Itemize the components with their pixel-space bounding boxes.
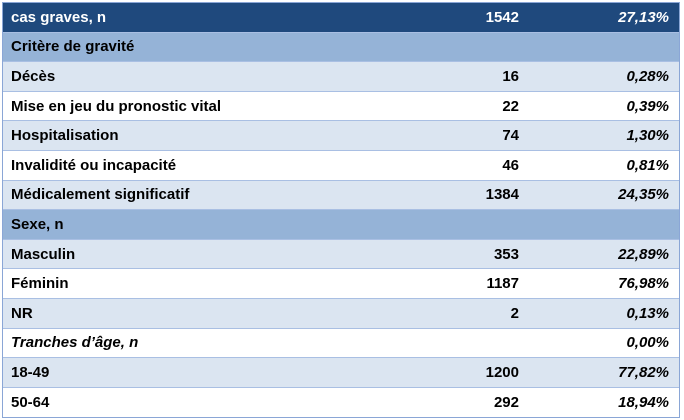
- row-percent: 24,35%: [618, 186, 669, 204]
- row-percent: 22,89%: [618, 245, 669, 263]
- row-percent: 0,28%: [626, 67, 669, 85]
- row-label: Décès: [11, 67, 56, 85]
- row-percent: 77,82%: [618, 363, 669, 381]
- row-count: 22: [502, 97, 519, 115]
- table-row: 50-64 292 18,94%: [3, 387, 679, 418]
- row-count: 1542: [485, 8, 519, 26]
- table-row: Médicalement significatif 1384 24,35%: [3, 180, 679, 211]
- table-row: NR 2 0,13%: [3, 298, 679, 329]
- row-label: Tranches d’âge, n: [11, 334, 139, 352]
- row-percent: 0,39%: [626, 97, 669, 115]
- row-percent: 18,94%: [618, 394, 669, 412]
- row-count: 2: [510, 304, 519, 322]
- table-row: Hospitalisation 74 1,30%: [3, 121, 679, 151]
- section-label: Critère de gravité: [11, 38, 135, 56]
- row-count: 1384: [485, 186, 519, 204]
- table-row: Décès 16 0,28%: [3, 62, 679, 92]
- row-percent: 0,00%: [626, 334, 669, 352]
- row-count: 292: [493, 394, 519, 412]
- row-label: 50-64: [11, 394, 50, 412]
- table-row: Masculin 353 22,89%: [3, 239, 679, 270]
- table-row: Féminin 1187 76,98%: [3, 269, 679, 299]
- row-count: 1187: [486, 275, 519, 293]
- row-label: cas graves, n: [11, 8, 107, 26]
- row-count: 46: [502, 156, 519, 174]
- row-label: Invalidité ou incapacité: [11, 156, 177, 174]
- row-count: 74: [502, 127, 519, 145]
- row-percent: 1,30%: [626, 127, 669, 145]
- section-header-row: Sexe, n: [3, 210, 679, 240]
- row-label: Féminin: [11, 275, 69, 293]
- table-row: 18-49 1200 77,82%: [3, 358, 679, 388]
- row-count: 353: [493, 245, 519, 263]
- table-row: Invalidité ou incapacité 46 0,81%: [3, 150, 679, 181]
- row-label: Médicalement significatif: [11, 186, 190, 204]
- section-label: Sexe, n: [11, 215, 64, 233]
- row-label: Mise en jeu du pronostic vital: [11, 97, 222, 115]
- row-label: Hospitalisation: [11, 127, 119, 145]
- row-label: NR: [11, 304, 33, 322]
- table-header-row: cas graves, n 1542 27,13%: [3, 3, 679, 33]
- row-percent: 0,81%: [626, 156, 669, 174]
- section-header-row: Critère de gravité: [3, 32, 679, 63]
- table-row: Mise en jeu du pronostic vital 22 0,39%: [3, 91, 679, 122]
- row-count: 1200: [485, 363, 519, 381]
- row-count: 16: [502, 67, 519, 85]
- row-label: 18-49: [11, 363, 50, 381]
- row-percent: 27,13%: [618, 8, 669, 26]
- row-label: Masculin: [11, 245, 76, 263]
- row-percent: 0,13%: [626, 304, 669, 322]
- row-percent: 76,98%: [618, 275, 669, 293]
- table-row: Tranches d’âge, n 0,00%: [3, 328, 679, 359]
